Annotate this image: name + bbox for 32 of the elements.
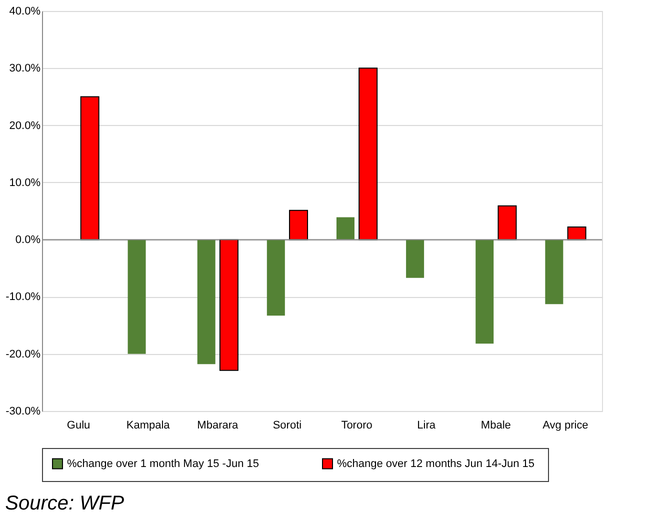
source-note: Source: WFP [5,492,125,514]
x-tick-label: Mbarara [197,420,240,432]
x-tick-label: Lira [417,420,436,432]
y-tick-label: 30.0% [9,62,41,75]
x-tick-label: Mbale [480,420,511,432]
legend-label: %change over 12 months Jun 14-Jun 15 [337,458,535,470]
bar [498,205,517,240]
x-tick-label: Avg price [542,420,588,432]
x-tick-label: Tororo [341,420,372,432]
y-tick-label: 20.0% [9,120,41,132]
bar [128,240,146,354]
bar [289,210,308,240]
bar [219,239,238,371]
y-tick-label: -20.0% [6,348,41,360]
legend-label: %change over 1 month May 15 -Jun 15 [67,458,260,470]
bar [80,96,100,240]
y-tick-label: 0.0% [15,234,41,246]
bar [266,240,285,316]
x-tick-label: Gulu [66,420,90,432]
y-tick-label: -10.0% [6,291,41,304]
bar [336,217,354,240]
bar [358,68,378,240]
y-tick-label: 40.0% [9,6,41,18]
bar [567,226,586,240]
bar [545,240,564,304]
bar [476,240,494,344]
y-tick-label: -30.0% [6,406,41,418]
bar [406,240,424,278]
x-tick-label: Soroti [272,420,302,432]
x-tick-label: Kampala [126,420,171,432]
y-tick-label: 10.0% [9,176,41,189]
bar [197,240,216,364]
